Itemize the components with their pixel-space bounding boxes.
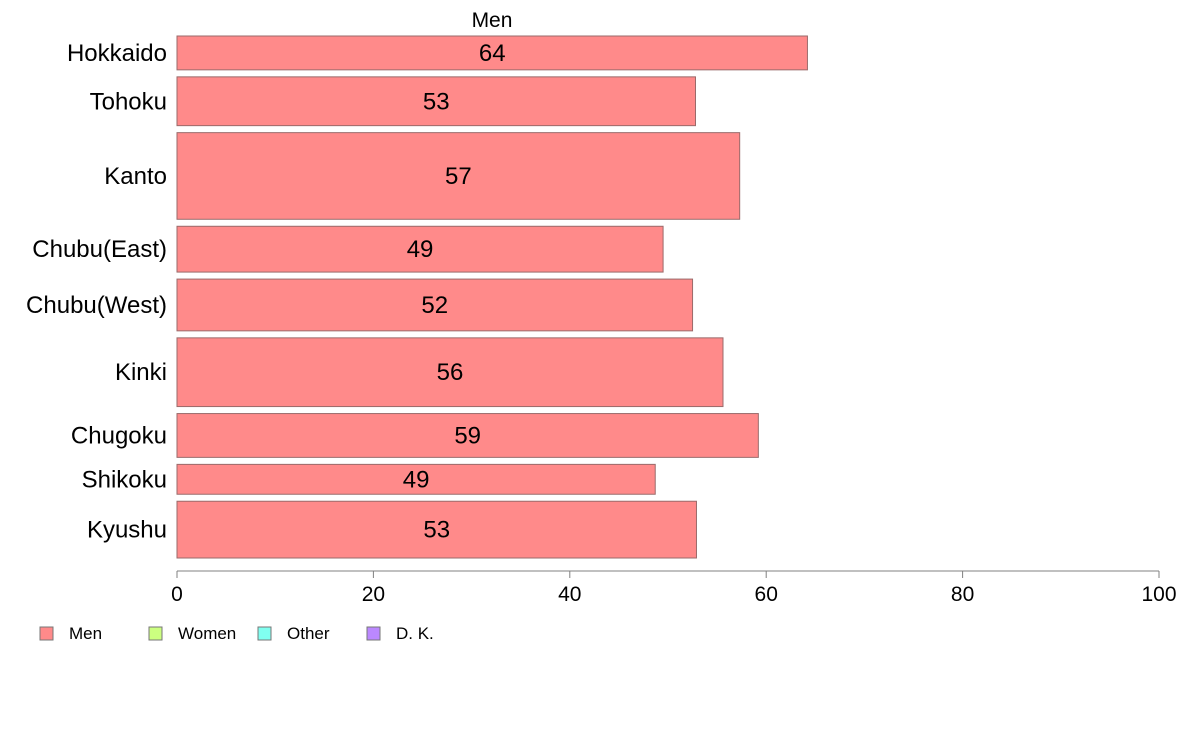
bar-tohoku [176,76,696,127]
category-label: Tohoku [90,88,167,115]
category-label: Chubu(West) [26,292,167,319]
bar-hokkaido [176,35,808,71]
data-label: 59 [454,422,481,449]
bars-group: Hokkaido 64 Tohoku 53 Kanto 57 Chubu(East) 49 Ch… [26,35,808,559]
bar-kinki [176,337,724,408]
bar-chugoku [176,413,759,458]
x-tick-label: 80 [951,583,974,606]
data-label: 53 [423,88,450,115]
bar-shikoku [176,463,656,495]
bar-chubu-west [176,278,694,332]
x-tick-label: 100 [1141,583,1176,606]
legend-label: Women [178,624,236,643]
data-label: 57 [445,163,472,190]
x-tick-label: 40 [558,583,581,606]
bar-kyushu [176,500,697,559]
legend-label: D. K. [396,624,434,643]
bar-kanto [176,132,741,220]
x-tick-label: 60 [755,583,778,606]
bar-chubu-east [176,225,664,273]
legend-label: Other [287,624,330,643]
category-label: Kyushu [87,517,167,544]
category-label: Kinki [115,359,167,386]
legend-swatch [366,626,381,641]
legend-swatch [257,626,272,641]
category-label: Shikoku [82,466,167,493]
x-tick-label: 0 [171,583,183,606]
category-label: Hokkaido [67,40,167,67]
data-label: 49 [407,236,434,263]
legend: Men Women Other D. K. [39,624,434,643]
data-label: 52 [421,292,448,319]
legend-label: Men [69,624,102,643]
legend-swatch [39,626,54,641]
data-label: 64 [479,40,506,67]
x-tick-label: 20 [362,583,385,606]
data-label: 56 [437,359,464,386]
x-axis: 0 20 40 60 80 100 [171,570,1177,606]
category-label: Chugoku [71,422,167,449]
category-label: Kanto [104,163,167,190]
data-label: 53 [423,517,450,544]
chart-title: Men [472,9,513,32]
legend-swatch [148,626,163,641]
data-label: 49 [403,466,430,493]
category-label: Chubu(East) [32,236,167,263]
